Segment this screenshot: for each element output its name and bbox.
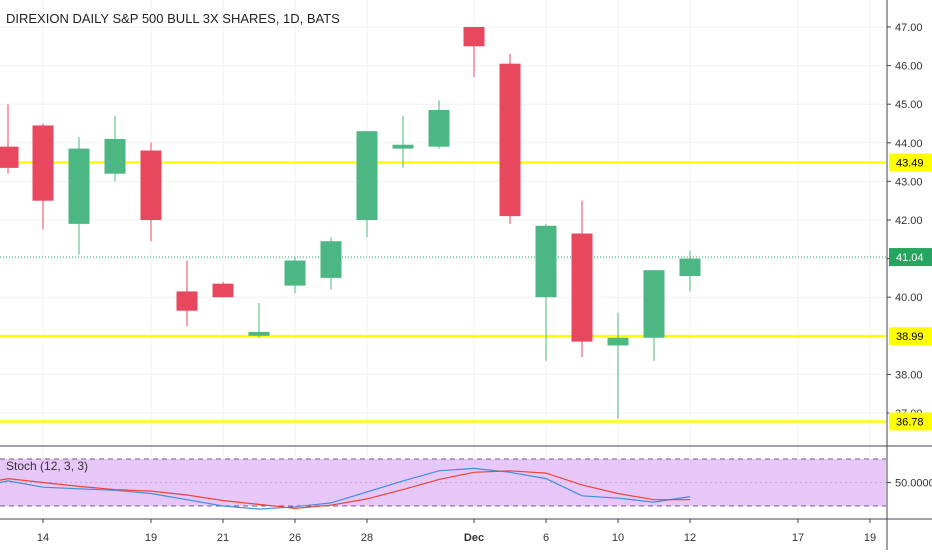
stoch-line-d — [0, 470, 690, 510]
candle-body — [607, 337, 629, 346]
candle — [571, 200, 593, 358]
candle-body — [140, 150, 162, 220]
time-tick-label: Dec — [464, 532, 484, 544]
time-tick-label: 10 — [612, 532, 624, 544]
price-tick-label: 47.00 — [895, 22, 923, 34]
candle-body — [356, 131, 378, 220]
candle — [248, 302, 270, 338]
stoch-title: Stoch (12, 3, 3) — [6, 459, 88, 473]
candle-body — [0, 146, 19, 168]
price-badge — [889, 153, 932, 172]
candle — [0, 104, 19, 174]
candle — [535, 223, 557, 361]
stoch-band — [0, 459, 886, 506]
price-badge — [889, 412, 932, 431]
time-tick-label: 6 — [543, 532, 549, 544]
candle-body — [535, 225, 557, 298]
price-badge-label: 43.49 — [896, 157, 924, 169]
time-tick-label: 14 — [37, 532, 49, 544]
candle-body — [392, 144, 414, 149]
candle-body — [643, 270, 665, 338]
time-tick-label: 21 — [217, 532, 229, 544]
price-badge — [889, 327, 932, 346]
last-price-badge — [889, 248, 932, 267]
stoch-line-k — [0, 467, 691, 510]
candle-body — [212, 283, 234, 298]
price-tick-label: 42.00 — [895, 215, 923, 227]
candle — [68, 137, 90, 255]
candle-body — [320, 241, 342, 278]
price-tick-label: 46.00 — [895, 61, 923, 73]
stoch-tick-label: 50.0000 — [895, 478, 932, 490]
candle — [212, 281, 234, 298]
price-tick-label: 38.00 — [895, 369, 923, 381]
candle — [140, 142, 162, 242]
candle — [320, 237, 342, 290]
candle — [32, 123, 54, 230]
candle-body — [248, 331, 270, 336]
candles-layer — [0, 27, 701, 419]
chart-title: DIREXION DAILY S&P 500 BULL 3X SHARES, 1… — [6, 11, 340, 26]
candle-body — [104, 138, 126, 174]
labels-layer: 43.49 38.99 36.78 41.04 DIREXION DAILY S&P 5… — [6, 11, 932, 473]
candle-body — [284, 260, 306, 286]
candle — [428, 100, 450, 149]
candle — [463, 27, 485, 78]
last-price-badge-label: 41.04 — [896, 252, 924, 264]
price-tick-label: 44.00 — [895, 138, 923, 150]
horizontal-lines-layer — [0, 161, 886, 423]
time-tick-label: 19 — [864, 532, 876, 544]
candle-body — [463, 27, 485, 47]
candle-body — [571, 233, 593, 342]
candle-body — [499, 63, 521, 217]
time-tick-label: 17 — [792, 532, 804, 544]
stoch-layer — [0, 458, 886, 510]
candle — [607, 312, 629, 419]
candle — [176, 260, 198, 327]
candle — [104, 115, 126, 182]
candle — [499, 54, 521, 224]
grid-layer — [0, 0, 886, 518]
price-tick-label: 43.00 — [895, 176, 923, 188]
candle — [643, 270, 665, 361]
candle — [392, 115, 414, 168]
candle — [284, 256, 306, 294]
time-tick-label: 28 — [361, 532, 373, 544]
price-tick-label: 40.00 — [895, 292, 923, 304]
candle-body — [428, 109, 450, 147]
candle-body — [679, 258, 701, 276]
price-badge-label: 38.99 — [896, 331, 924, 343]
candle-body — [176, 291, 198, 311]
time-tick-label: 12 — [684, 532, 696, 544]
candle — [679, 250, 701, 292]
price-tick-label: 45.00 — [895, 99, 923, 111]
candle-body — [68, 148, 90, 224]
price-badge-label: 36.78 — [896, 416, 924, 428]
time-tick-label: 26 — [289, 532, 301, 544]
time-tick-label: 19 — [145, 532, 157, 544]
candle-body — [32, 125, 54, 201]
candle — [356, 131, 378, 238]
